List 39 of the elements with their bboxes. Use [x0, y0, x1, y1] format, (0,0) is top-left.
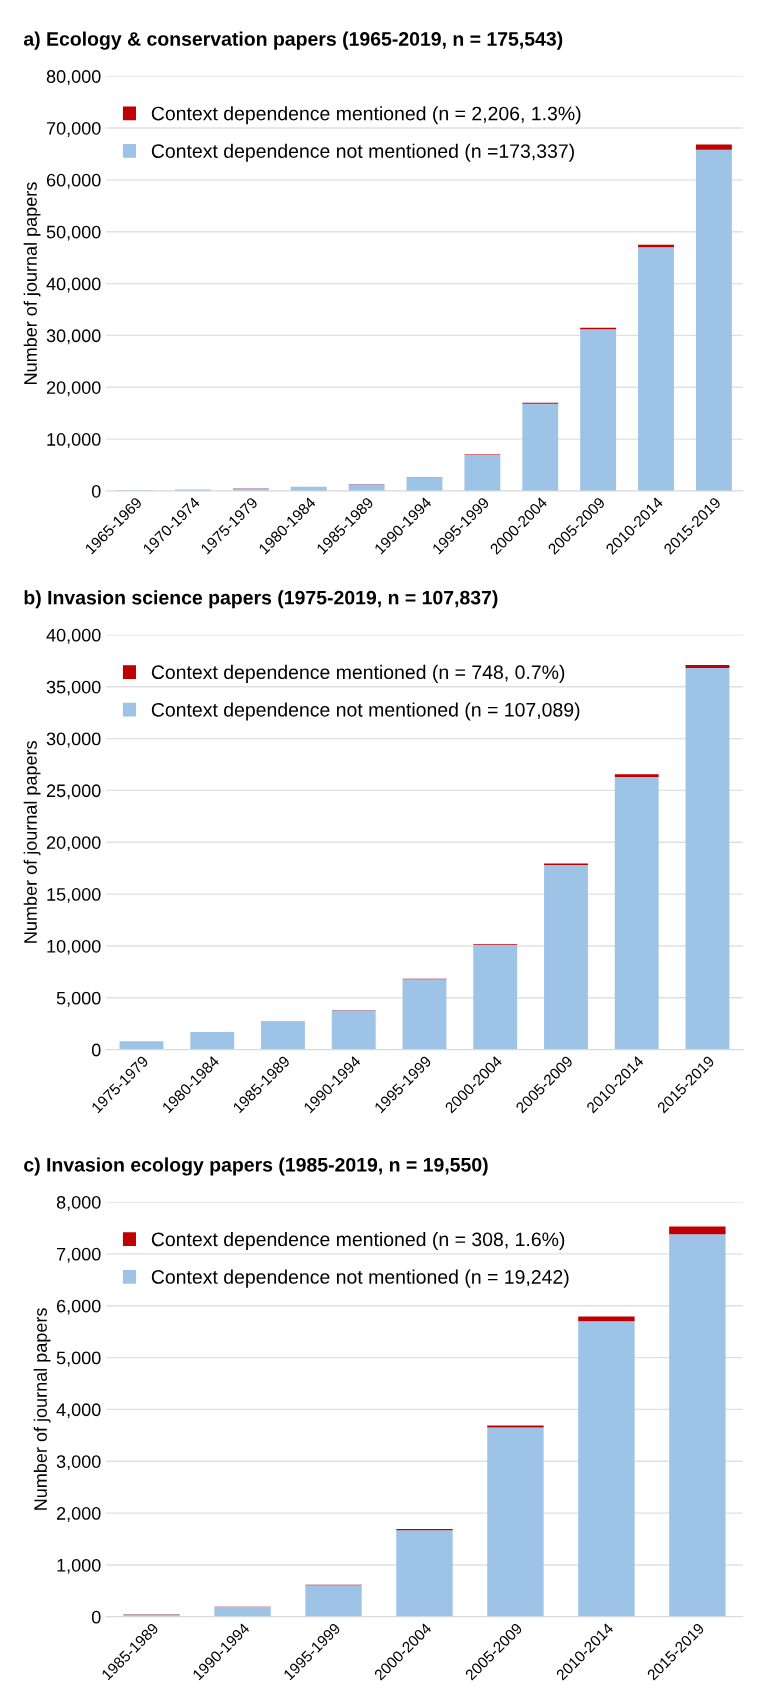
y-tick-label: 80,000	[46, 70, 101, 86]
y-tick-label: 10,000	[47, 939, 101, 955]
y-tick-label: 20,000	[46, 836, 101, 852]
y-tick-label: 3,000	[56, 1455, 101, 1471]
y-tick-label: 40,000	[46, 277, 101, 293]
y-axis-title: Number of journal papers	[23, 741, 41, 943]
y-tick-label: 7,000	[57, 1247, 101, 1263]
y-tick-label: 4,000	[56, 1403, 101, 1419]
y-tick-label: 5,000	[56, 991, 101, 1007]
y-tick-label: 0	[91, 1610, 101, 1624]
y-tick-label: 25,000	[46, 784, 101, 800]
y-tick-label: 35,000	[46, 680, 101, 696]
chart-title: a) Ecology & conservation papers (1965-2019, n = 175,543)	[23, 31, 563, 50]
y-tick-label: 15,000	[47, 888, 101, 903]
y-axis-title: Number of journal papers	[33, 1308, 51, 1510]
legend-label: Context dependence not mentioned (n = 107,089)	[151, 702, 580, 721]
y-tick-label: 8,000	[56, 1195, 101, 1211]
legend-label: Context dependence not mentioned (n = 19,242)	[151, 1269, 569, 1288]
y-tick-label: 50,000	[46, 225, 101, 241]
y-axis-title: Number of journal papers	[23, 182, 41, 384]
chart-title: b) Invasion science papers (1975-2019, n = 107,837)	[24, 590, 498, 609]
legend-label: Context dependence mentioned (n = 2,206, 1.3%)	[151, 106, 581, 125]
y-tick-label: 0	[91, 484, 101, 498]
y-tick-label: 5,000	[56, 1351, 101, 1367]
y-tick-label: 0	[91, 1043, 101, 1057]
y-tick-label: 1,000	[57, 1558, 101, 1574]
legend-label: Context dependence mentioned (n = 748, 0.7%)	[151, 664, 565, 683]
legend-label: Context dependence mentioned (n = 308, 1.6%)	[151, 1231, 565, 1251]
y-tick-label: 20,000	[46, 381, 101, 397]
y-tick-label: 30,000	[46, 329, 101, 345]
chart-title: c) Invasion ecology papers (1985-2019, n = 19,550)	[24, 1157, 488, 1176]
y-tick-label: 70,000	[46, 121, 101, 137]
y-tick-label: 60,000	[46, 173, 101, 189]
y-tick-label: 2,000	[56, 1507, 101, 1522]
legend-label: Context dependence not mentioned (n =173,337)	[151, 143, 574, 162]
y-tick-label: 30,000	[46, 732, 101, 748]
y-tick-label: 10,000	[47, 433, 101, 448]
y-tick-label: 40,000	[46, 628, 101, 644]
y-tick-label: 6,000	[57, 1299, 101, 1315]
